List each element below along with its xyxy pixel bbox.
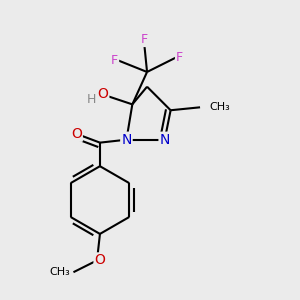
Text: O: O xyxy=(98,87,108,101)
Text: F: F xyxy=(140,33,148,46)
Text: O: O xyxy=(71,127,82,141)
Text: CH₃: CH₃ xyxy=(50,267,70,277)
Text: O: O xyxy=(94,254,105,267)
Text: N: N xyxy=(160,133,170,147)
Text: CH₃: CH₃ xyxy=(209,102,230,112)
Text: F: F xyxy=(111,54,118,67)
Text: N: N xyxy=(121,133,132,147)
Text: F: F xyxy=(176,51,183,64)
Text: H: H xyxy=(86,93,96,106)
